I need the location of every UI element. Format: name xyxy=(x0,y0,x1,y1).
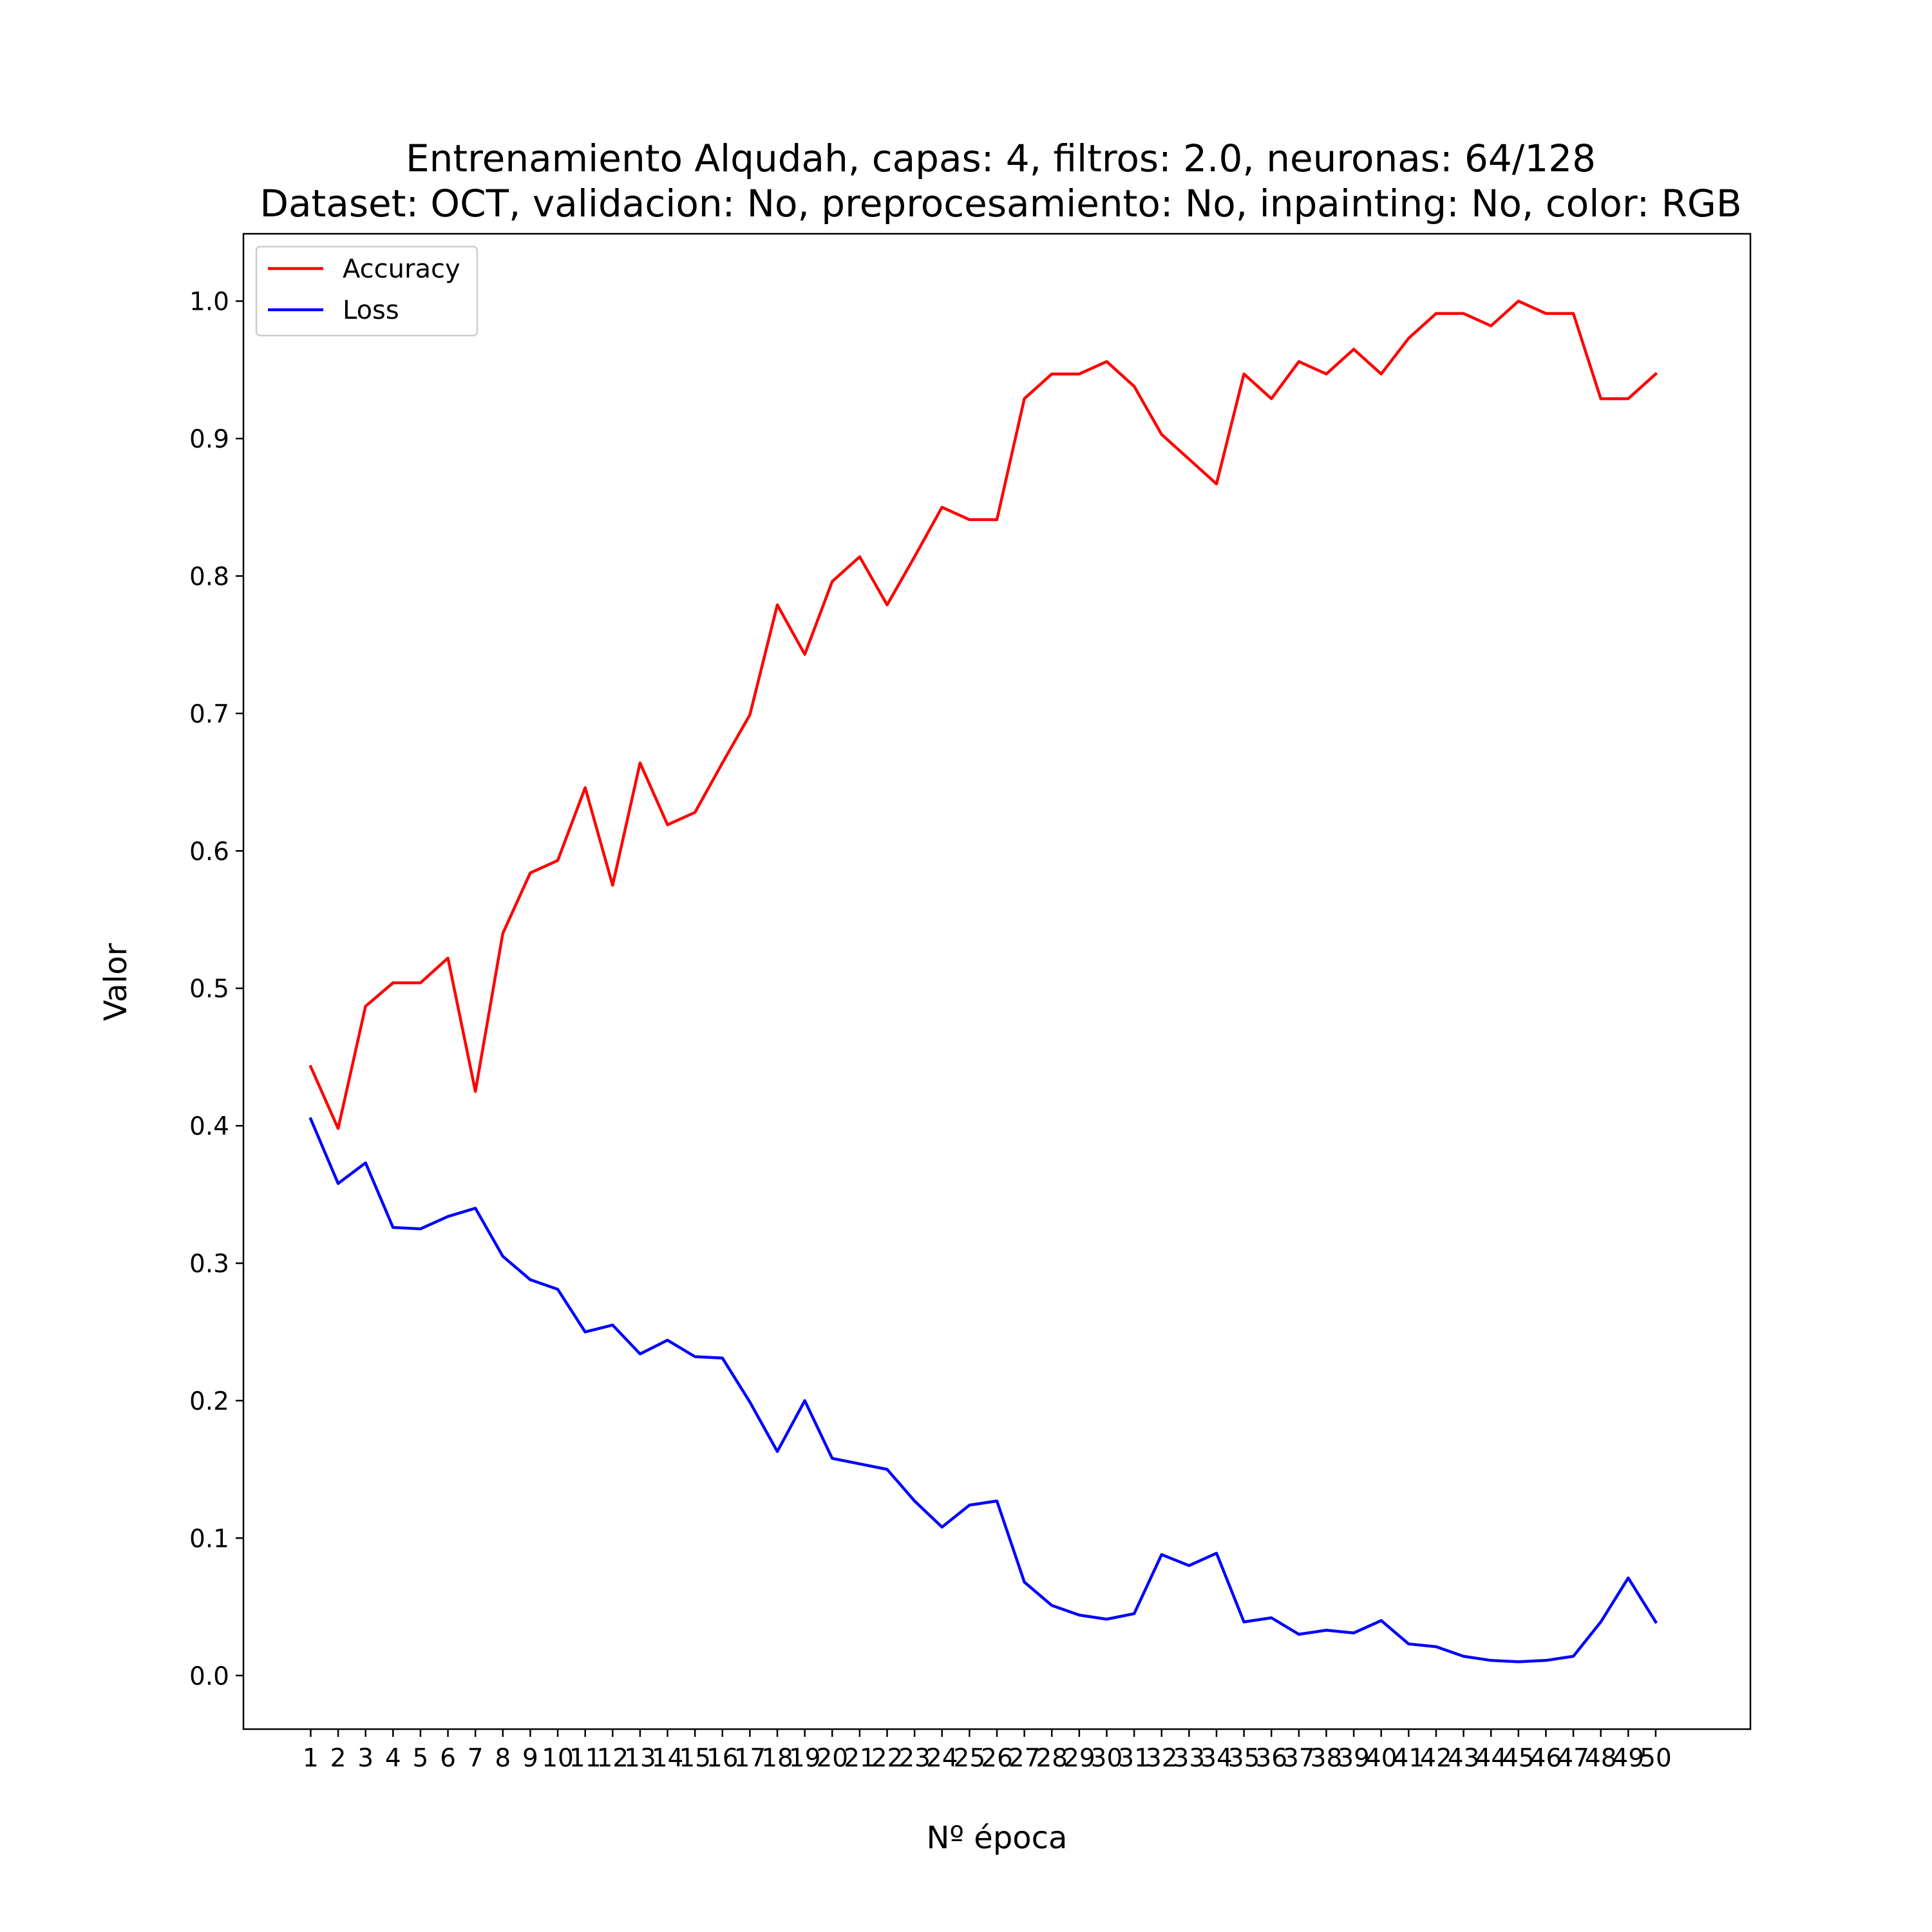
x-tick-label: 46 xyxy=(1530,1744,1562,1773)
x-tick-label: 5 xyxy=(413,1744,429,1773)
x-tick-label: 4 xyxy=(385,1744,401,1773)
x-tick-label: 3 xyxy=(357,1744,374,1773)
chart-title: Entrenamiento Alqudah, capas: 4, filtros… xyxy=(406,137,1596,180)
x-tick-label: 42 xyxy=(1420,1744,1452,1773)
x-tick-label: 45 xyxy=(1502,1744,1535,1773)
x-tick-label: 20 xyxy=(816,1744,848,1773)
x-tick-label: 11 xyxy=(569,1744,601,1773)
y-tick-label: 1.0 xyxy=(189,288,229,317)
x-tick-label: 29 xyxy=(1063,1744,1095,1773)
x-tick-label: 49 xyxy=(1613,1744,1645,1773)
x-tick-label: 13 xyxy=(624,1744,656,1773)
x-tick-label: 10 xyxy=(542,1744,574,1773)
x-tick-label: 1 xyxy=(303,1744,319,1773)
x-tick-label: 40 xyxy=(1365,1744,1397,1773)
x-tick-label: 26 xyxy=(981,1744,1013,1773)
x-tick-label: 35 xyxy=(1228,1744,1260,1773)
x-tick-label: 9 xyxy=(522,1744,538,1773)
x-tick-label: 16 xyxy=(706,1744,739,1773)
x-tick-label: 7 xyxy=(468,1744,484,1773)
chart-subtitle: Dataset: OCT, validacion: No, preprocesa… xyxy=(260,182,1741,225)
y-tick-label: 0.5 xyxy=(189,975,229,1004)
x-tick-label: 41 xyxy=(1393,1744,1425,1773)
x-tick-label: 38 xyxy=(1311,1744,1343,1773)
y-tick-label: 0.9 xyxy=(189,425,229,454)
series-line-loss xyxy=(308,1117,1658,1663)
x-tick-label: 21 xyxy=(844,1744,876,1773)
y-axis: 0.0 0.1 0.2 0.3 0.4 0.5 0.6 0.7 0.8 0.9 1.0 xyxy=(189,288,243,1691)
x-tick-label: 17 xyxy=(734,1744,766,1773)
x-tick-label: 30 xyxy=(1091,1744,1123,1773)
x-tick-label: 34 xyxy=(1200,1744,1233,1773)
y-tick-label: 0.7 xyxy=(189,700,229,729)
y-axis-label: Valor xyxy=(98,943,134,1021)
y-tick-label: 0.3 xyxy=(189,1250,229,1279)
x-tick-label: 32 xyxy=(1146,1744,1178,1773)
x-tick-label: 37 xyxy=(1283,1744,1315,1773)
x-tick-label: 14 xyxy=(652,1744,684,1773)
y-tick-label: 0.2 xyxy=(189,1387,229,1416)
x-tick-label: 18 xyxy=(761,1744,793,1773)
x-tick-label: 28 xyxy=(1036,1744,1068,1773)
x-tick-label: 48 xyxy=(1585,1744,1617,1773)
x-tick-label: 8 xyxy=(495,1744,511,1773)
x-tick-label: 22 xyxy=(871,1744,904,1773)
y-tick-label: 0.0 xyxy=(189,1662,229,1691)
x-axis: 1 2 3 4 5 6 7 8 9 1011121314151617181920212223242… xyxy=(303,1729,1672,1773)
x-tick-label: 6 xyxy=(440,1744,456,1773)
legend-label-loss: Loss xyxy=(343,296,399,325)
x-tick-label: 19 xyxy=(789,1744,821,1773)
y-tick-label: 0.1 xyxy=(189,1524,229,1553)
x-tick-label: 2 xyxy=(330,1744,346,1773)
x-tick-label: 44 xyxy=(1475,1744,1507,1773)
series-lines xyxy=(308,299,1658,1663)
y-tick-label: 0.4 xyxy=(189,1112,229,1141)
x-tick-label: 43 xyxy=(1448,1744,1480,1773)
x-tick-label: 31 xyxy=(1118,1744,1150,1773)
x-tick-label: 39 xyxy=(1338,1744,1370,1773)
x-tick-label: 15 xyxy=(679,1744,711,1773)
x-tick-label: 27 xyxy=(1009,1744,1041,1773)
x-tick-label: 23 xyxy=(898,1744,931,1773)
legend: Accuracy Loss xyxy=(255,245,478,337)
x-tick-label: 36 xyxy=(1255,1744,1287,1773)
x-tick-label: 24 xyxy=(926,1744,958,1773)
x-axis-label: Nº época xyxy=(927,1820,1068,1856)
legend-label-accuracy: Accuracy xyxy=(343,254,460,284)
y-tick-label: 0.8 xyxy=(189,562,229,591)
x-tick-label: 12 xyxy=(596,1744,629,1773)
series-line-accuracy xyxy=(308,299,1658,1130)
x-tick-label: 47 xyxy=(1557,1744,1589,1773)
x-tick-label: 50 xyxy=(1640,1744,1672,1773)
y-tick-label: 0.6 xyxy=(189,837,229,866)
x-tick-label: 33 xyxy=(1173,1744,1206,1773)
x-tick-label: 25 xyxy=(954,1744,986,1773)
